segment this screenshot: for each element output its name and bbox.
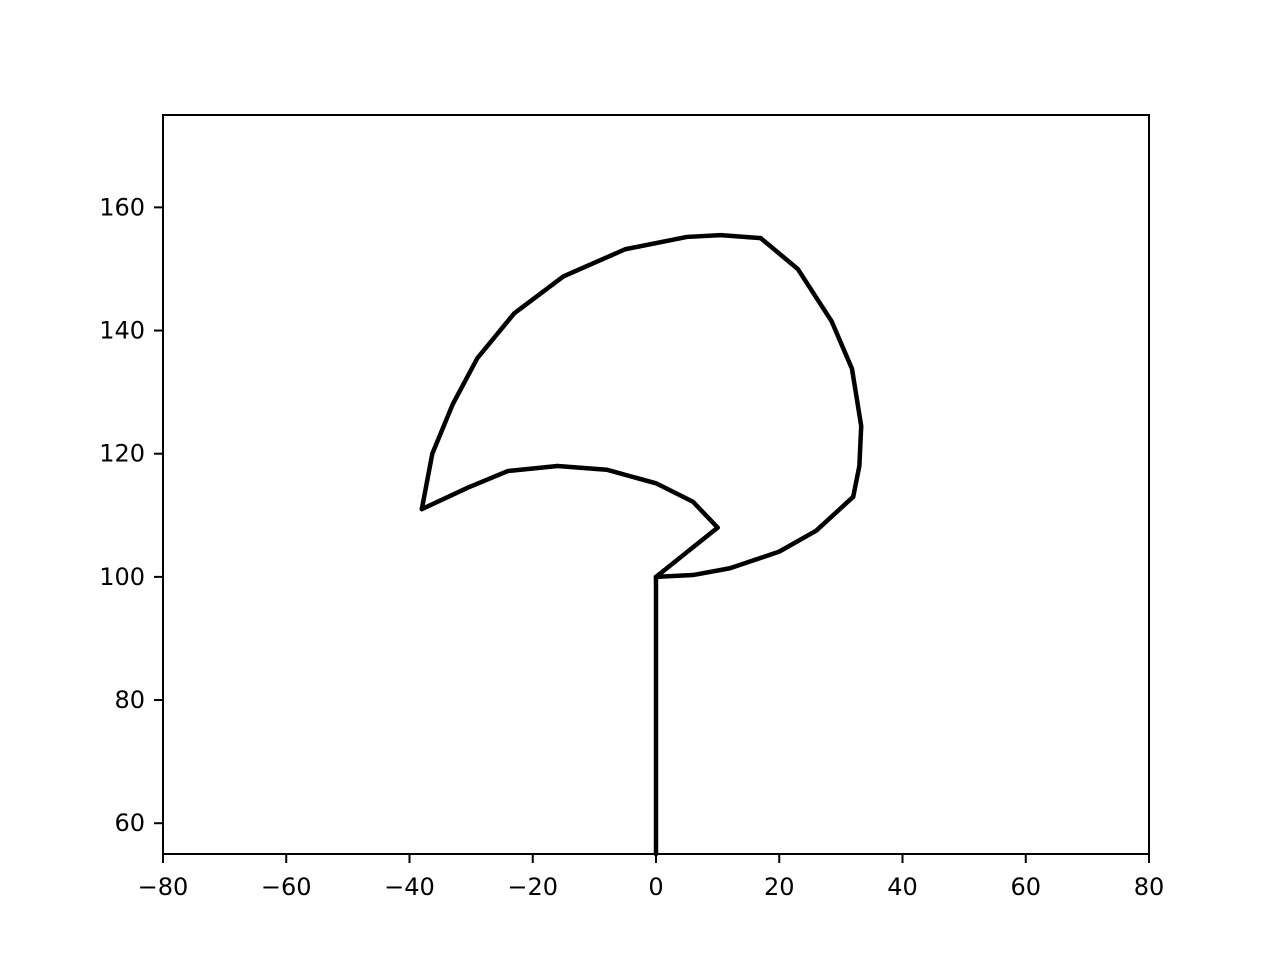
y-tick-label: 60 [114,809,145,837]
curve-segment [653,525,720,580]
curve-segment [419,463,720,530]
curve-segment [758,235,864,500]
x-tick-label: 0 [648,873,663,901]
y-tick-label: 80 [114,686,145,714]
curve-segment [419,232,764,512]
y-axis: 60 80 100 120 140 160 [99,193,163,837]
x-axis: −80 −60 −40 −20 0 20 40 60 80 [138,854,1165,901]
x-tick-label: 80 [1134,873,1165,901]
x-tick-label: −40 [384,873,435,901]
y-tick-label: 160 [99,193,145,221]
y-tick-label: 140 [99,317,145,345]
y-tick-label: 100 [99,563,145,591]
curve-segment [653,494,856,580]
y-tick-label: 120 [99,440,145,468]
x-tick-label: 40 [887,873,918,901]
x-tick-label: −60 [261,873,312,901]
plot-area [419,232,864,857]
x-tick-label: −20 [507,873,558,901]
x-tick-label: −80 [138,873,189,901]
x-tick-label: 20 [764,873,795,901]
x-tick-label: 60 [1010,873,1041,901]
